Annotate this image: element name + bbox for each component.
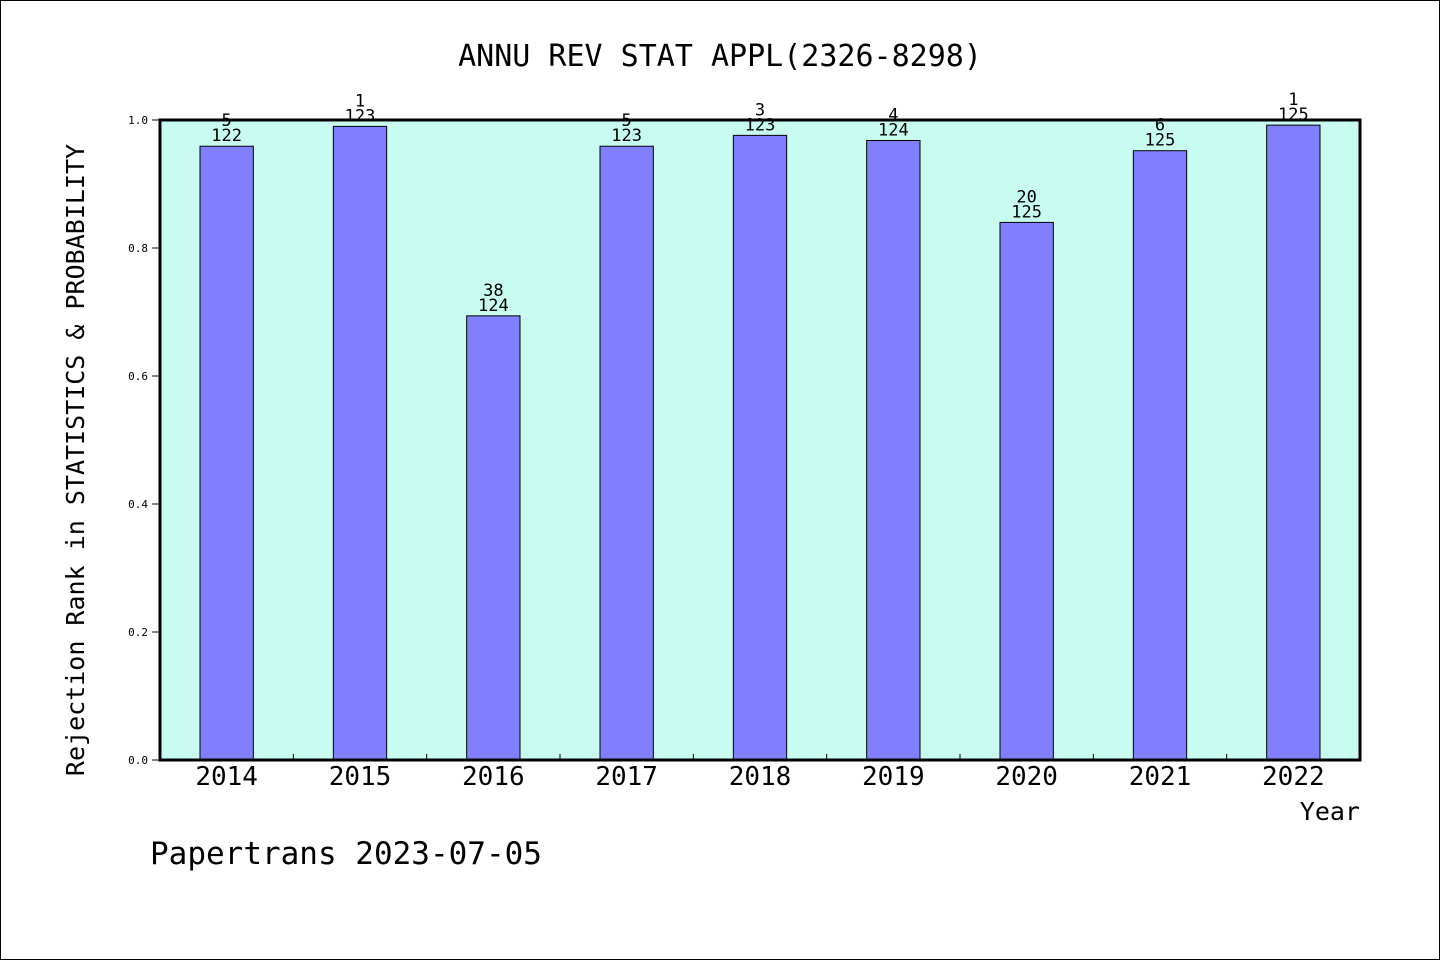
bar-rank-label-2021: 6 [1155, 116, 1165, 136]
y-tick-label: 0.0 [128, 754, 148, 767]
y-tick-label: 1.0 [128, 114, 148, 127]
bar-total-label-2015: 123 [345, 106, 376, 126]
chart-title: ANNU REV STAT APPL(2326-8298) [458, 39, 982, 74]
y-tick-label: 0.2 [128, 626, 148, 639]
bar-2014 [199, 145, 254, 761]
bar-rank-label-2018: 3 [755, 100, 765, 120]
bar-2016 [466, 315, 521, 761]
bar-2019 [866, 139, 921, 761]
bar-rank-label-2020: 20 [1016, 187, 1036, 207]
x-tick-label-2020: 2020 [995, 762, 1058, 792]
bar-rank-label-2015: 1 [355, 91, 365, 111]
plot-border [158, 118, 1362, 762]
x-tick-label-2014: 2014 [195, 762, 258, 792]
y-tick-label: 0.8 [128, 242, 148, 255]
x-tick-label-2019: 2019 [862, 762, 925, 792]
bar-total-label-2020: 125 [1011, 202, 1042, 222]
bar-total-label-2019: 124 [878, 120, 909, 140]
bar-2020 [999, 221, 1054, 761]
bar-total-label-2022: 125 [1278, 105, 1309, 125]
bar-rank-label-2019: 4 [888, 105, 898, 125]
bar-total-label-2018: 123 [745, 115, 776, 135]
footer-text: Papertrans 2023-07-05 [150, 836, 542, 872]
x-tick-label-2016: 2016 [462, 762, 525, 792]
bar-rank-label-2022: 1 [1288, 90, 1298, 110]
bar-2015 [332, 125, 388, 761]
bar-total-label-2021: 125 [1145, 131, 1176, 151]
bar-total-label-2014: 122 [211, 126, 242, 146]
bar-2021 [1132, 150, 1188, 761]
y-tick-label: 0.4 [128, 498, 148, 511]
x-tick-label-2018: 2018 [729, 762, 792, 792]
bar-2022 [1266, 124, 1321, 761]
bar-total-label-2017: 123 [611, 126, 642, 146]
x-tick-label-2021: 2021 [1129, 762, 1192, 792]
x-axis-label: Year [1300, 797, 1360, 826]
bar-2018 [732, 134, 788, 761]
y-tick-label: 0.6 [128, 370, 148, 383]
y-axis-label: Rejection Rank in STATISTICS & PROBABILI… [61, 144, 90, 776]
bar-rank-label-2016: 38 [483, 281, 503, 301]
x-tick-label-2017: 2017 [595, 762, 658, 792]
x-tick-label-2015: 2015 [329, 762, 392, 792]
bar-total-label-2016: 124 [478, 296, 509, 316]
x-tick-label-2022: 2022 [1262, 762, 1325, 792]
bar-2017 [599, 145, 654, 761]
